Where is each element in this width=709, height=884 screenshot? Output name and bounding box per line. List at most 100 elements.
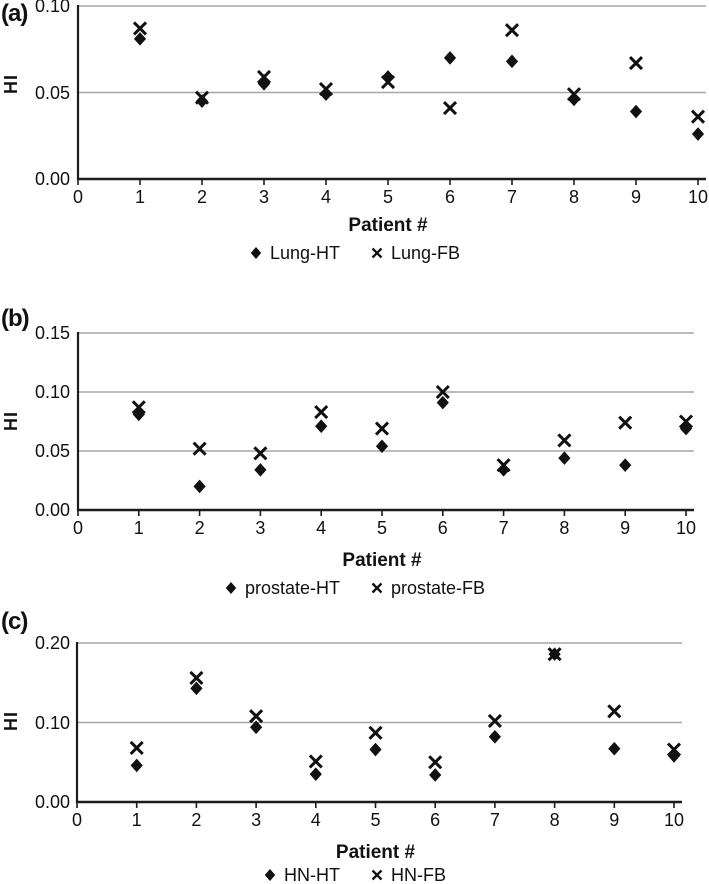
- y-axis-title-c: HI: [1, 711, 21, 731]
- x-tick-label: 1: [131, 810, 142, 830]
- marker-HN-FB-p10: [666, 742, 682, 757]
- x-tick-label: 7: [498, 518, 509, 538]
- legend-item-hn-fb: HN-FB: [370, 864, 446, 884]
- marker-prostate-FB-p8: [557, 433, 572, 448]
- legend-c: HN-HT HN-FB: [0, 864, 709, 884]
- x-tick-label: 1: [134, 187, 145, 207]
- x-tick-label: 2: [194, 518, 205, 538]
- marker-HN-HT-p3: [250, 720, 263, 735]
- marker-prostate-FB-p2: [192, 441, 207, 456]
- x-tick-label: 10: [663, 810, 685, 830]
- marker-Lung-HT-p10: [691, 127, 705, 141]
- marker-HN-HT-p4: [309, 767, 322, 781]
- x-axis-title-c: Patient #: [335, 842, 416, 863]
- marker-HN-HT-p6: [429, 768, 442, 782]
- marker-Lung-FB-p9: [628, 56, 644, 71]
- marker-HN-FB-p2: [189, 670, 204, 686]
- marker-HN-HT-p9: [608, 741, 621, 756]
- marker-HN-FB-p8: [547, 647, 562, 662]
- marker-Lung-HT-p2: [195, 94, 209, 108]
- x-tick-label: 3: [251, 810, 262, 830]
- x-tick-label: 4: [310, 810, 321, 830]
- legend-item-prostate-ht: prostate-HT: [224, 577, 340, 599]
- plot-area-a: [76, 5, 706, 185]
- legend-a: Lung-HT Lung-FB: [0, 242, 709, 264]
- legend-b: prostate-HT prostate-FB: [0, 577, 709, 599]
- marker-HN-FB-p3: [249, 709, 264, 724]
- y-axis-title-a: HI: [1, 74, 21, 94]
- x-marker-icon: [371, 869, 383, 881]
- marker-Lung-FB-p8: [566, 87, 582, 102]
- x-tick-label: 6: [444, 187, 455, 207]
- marker-prostate-HT-p6: [436, 395, 449, 410]
- marker-HN-HT-p10: [667, 749, 681, 763]
- marker-Lung-FB-p3: [256, 69, 272, 84]
- marker-HN-HT-p7: [488, 730, 501, 744]
- marker-prostate-FB-p6: [435, 384, 450, 400]
- marker-prostate-HT-p7: [497, 463, 510, 477]
- marker-prostate-FB-p1: [131, 400, 146, 415]
- marker-Lung-FB-p7: [504, 23, 520, 38]
- marker-prostate-HT-p9: [619, 458, 632, 472]
- marker-Lung-FB-p4: [318, 81, 334, 97]
- marker-prostate-FB-p7: [496, 458, 511, 473]
- legend-item-lung-ht: Lung-HT: [249, 242, 340, 264]
- x-tick-label: 0: [72, 187, 83, 207]
- marker-HN-FB-p7: [487, 713, 502, 728]
- marker-prostate-FB-p10: [678, 414, 694, 429]
- x-tick-label: 0: [72, 518, 83, 538]
- marker-Lung-FB-p10: [690, 109, 706, 124]
- x-tick-label: 8: [559, 518, 570, 538]
- x-tick-label: 9: [609, 810, 620, 830]
- plot-area-c: [75, 642, 682, 808]
- panel-label-c: (c): [1, 608, 28, 635]
- legend-item-prostate-fb: prostate-FB: [370, 577, 485, 599]
- x-tick-label: 4: [316, 518, 327, 538]
- x-tick-label: 4: [320, 187, 331, 207]
- chart-panel-a: (a) HI 0.00 0.05 0.10 0 1 2 3 4 5 6 7 8 9 10 Patient…: [0, 0, 709, 295]
- legend-label: prostate-HT: [244, 578, 340, 598]
- x-tick-label: 8: [549, 810, 560, 830]
- legend-label: Lung-HT: [269, 243, 340, 263]
- chart-panel-c: (c) HI 0.00 0.10 0.20 0 1 2 3 4 5 6 7 8 9 10 Patient…: [0, 595, 709, 884]
- x-tick-label: 2: [191, 810, 202, 830]
- marker-Lung-FB-p2: [194, 90, 210, 105]
- marker-HN-HT-p5: [369, 742, 382, 757]
- marker-HN-FB-p1: [129, 740, 144, 756]
- x-tick-label: 7: [506, 187, 517, 207]
- x-tick-label: 8: [568, 187, 579, 207]
- diamond-marker-icon: [250, 247, 262, 259]
- y-axis-title-b: HI: [1, 411, 21, 431]
- panel-label-a: (a): [1, 0, 28, 27]
- plot-area-b: [76, 332, 694, 516]
- marker-Lung-HT-p6: [443, 51, 457, 65]
- marker-prostate-HT-p5: [375, 439, 389, 454]
- x-axis-title-b: Patient #: [342, 550, 422, 571]
- marker-HN-HT-p1: [130, 758, 143, 773]
- x-tick-label: 3: [258, 187, 269, 207]
- x-marker-icon: [371, 247, 383, 259]
- diamond-marker-icon: [225, 582, 237, 594]
- x-axis-title-a: Patient #: [348, 215, 428, 236]
- x-tick-label: 1: [133, 518, 144, 538]
- marker-prostate-FB-p9: [618, 415, 633, 430]
- marker-prostate-HT-p4: [315, 419, 328, 434]
- x-marker-icon: [371, 582, 383, 594]
- marker-HN-FB-p6: [428, 755, 443, 770]
- legend-label: Lung-FB: [390, 243, 461, 263]
- x-tick-label: 5: [370, 810, 381, 830]
- marker-prostate-FB-p5: [374, 421, 390, 436]
- marker-prostate-HT-p10: [679, 421, 693, 436]
- legend-label: HN-HT: [284, 865, 340, 884]
- marker-prostate-FB-p3: [253, 446, 268, 461]
- legend-item-hn-ht: HN-HT: [263, 864, 340, 884]
- marker-HN-FB-p9: [607, 704, 622, 719]
- x-tick-label: 6: [437, 518, 448, 538]
- x-tick-label: 9: [620, 518, 631, 538]
- legend-label: HN-FB: [391, 865, 446, 884]
- marker-Lung-FB-p6: [442, 101, 458, 116]
- x-tick-label: 7: [489, 810, 500, 830]
- x-tick-label: 5: [382, 187, 393, 207]
- marker-Lung-HT-p7: [505, 54, 519, 69]
